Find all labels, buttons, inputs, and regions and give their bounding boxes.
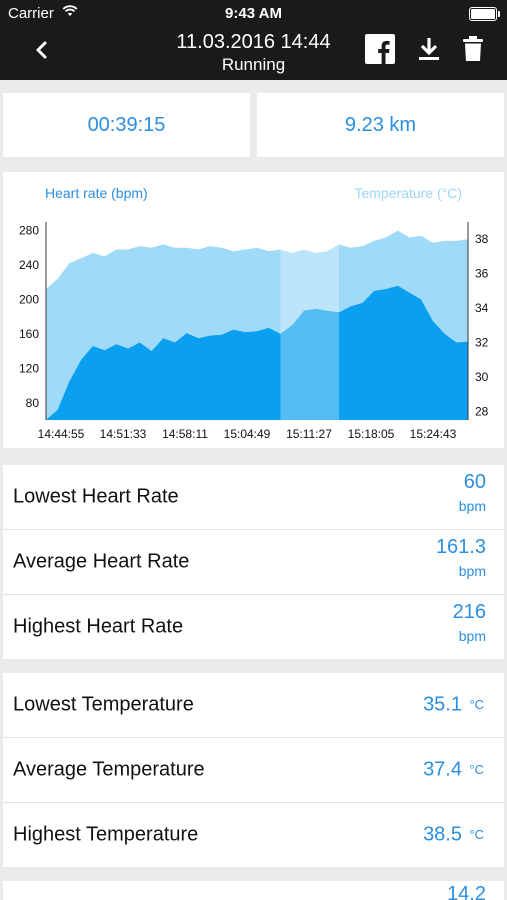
download-icon[interactable] bbox=[416, 36, 442, 62]
lowest-temperature-unit: °C bbox=[469, 697, 484, 712]
heart-rate-legend: Heart rate (bpm) bbox=[45, 185, 148, 201]
facebook-icon[interactable] bbox=[365, 34, 395, 64]
highest-temperature-label: Highest Temperature bbox=[13, 823, 199, 846]
carrier-label: Carrier bbox=[8, 5, 54, 22]
workout-date-title: 11.03.2016 14:44 bbox=[176, 31, 331, 53]
temperature-legend: Temperature (°C) bbox=[354, 185, 462, 201]
lowest-heart-rate-label: Lowest Heart Rate bbox=[13, 485, 179, 508]
average-heart-rate-unit: bpm bbox=[458, 563, 486, 579]
x-tick-label: 15:04:49 bbox=[224, 427, 271, 441]
nav-bar: 11.03.2016 14:44 Running bbox=[0, 28, 507, 80]
y-tick-right: 38 bbox=[475, 232, 489, 246]
heart-rate-area bbox=[46, 285, 468, 420]
y-tick-left: 160 bbox=[19, 327, 39, 341]
average-heart-rate-value: 161.3 bbox=[435, 536, 486, 558]
y-tick-left: 280 bbox=[19, 224, 39, 238]
chart-card: Heart rate (bpm) Temperature (°C) 80 120 1… bbox=[3, 172, 504, 448]
highest-heart-rate-label: Highest Heart Rate bbox=[13, 615, 184, 638]
lowest-heart-rate-value: 60 bbox=[463, 471, 486, 493]
partial-stats-group: 14.2 bbox=[3, 881, 504, 900]
average-temperature-label: Average Temperature bbox=[13, 758, 205, 781]
highest-temperature-row: Highest Temperature 38.5 °C bbox=[3, 803, 504, 867]
y-tick-right: 32 bbox=[475, 336, 489, 350]
y-tick-right: 34 bbox=[475, 301, 489, 315]
x-tick-label: 14:51:33 bbox=[100, 427, 147, 441]
workout-type-subtitle: Running bbox=[221, 55, 286, 74]
average-heart-rate-label: Average Heart Rate bbox=[13, 550, 190, 573]
average-temperature-unit: °C bbox=[469, 762, 484, 777]
lowest-heart-rate-unit: bpm bbox=[458, 498, 486, 514]
back-chevron-icon[interactable] bbox=[28, 36, 58, 66]
temperature-stats: Lowest Temperature 35.1 °C Average Tempe… bbox=[3, 673, 504, 867]
lowest-temperature-value: 35.1 bbox=[423, 693, 462, 716]
average-temperature-row: Average Temperature 37.4 °C bbox=[3, 738, 504, 803]
y-tick-left: 200 bbox=[19, 292, 39, 306]
duration-value: 00:39:15 bbox=[87, 114, 166, 136]
partial-value: 14.2 bbox=[447, 883, 486, 900]
average-heart-rate-row: Average Heart Rate 161.3 bpm bbox=[3, 530, 504, 595]
highest-temperature-unit: °C bbox=[469, 827, 484, 842]
x-tick-label: 15:11:27 bbox=[286, 427, 332, 441]
x-tick-label: 15:18:05 bbox=[348, 427, 395, 441]
y-tick-left: 80 bbox=[26, 396, 40, 410]
distance-value: 9.23 km bbox=[344, 114, 417, 136]
wifi-icon bbox=[62, 5, 78, 16]
x-tick-label: 14:58:11 bbox=[162, 427, 208, 441]
average-temperature-value: 37.4 bbox=[423, 758, 462, 781]
trash-icon[interactable] bbox=[462, 36, 484, 62]
highest-heart-rate-unit: bpm bbox=[458, 628, 486, 644]
y-tick-right: 30 bbox=[475, 370, 489, 384]
highest-heart-rate-row: Highest Heart Rate 216 bpm bbox=[3, 595, 504, 659]
heart-rate-stats: Lowest Heart Rate 60 bpm Average Heart R… bbox=[3, 465, 504, 659]
lowest-temperature-label: Lowest Temperature bbox=[13, 693, 194, 716]
status-bar: Carrier 9:43 AM bbox=[0, 0, 507, 28]
lowest-heart-rate-row: Lowest Heart Rate 60 bpm bbox=[3, 465, 504, 530]
x-tick-label: 15:24:43 bbox=[410, 427, 457, 441]
heart-rate-temperature-chart[interactable]: 80 120 160 200 240 280 28 30 32 34 36 38 14:44:55 14:… bbox=[3, 172, 504, 448]
y-tick-right: 28 bbox=[475, 404, 489, 418]
selection-band bbox=[280, 222, 340, 420]
clock: 9:43 AM bbox=[225, 5, 282, 22]
highest-temperature-value: 38.5 bbox=[423, 823, 462, 846]
y-tick-left: 240 bbox=[19, 258, 39, 272]
distance-card: 9.23 km bbox=[257, 93, 504, 157]
lowest-temperature-row: Lowest Temperature 35.1 °C bbox=[3, 673, 504, 738]
battery-icon bbox=[469, 7, 500, 21]
highest-heart-rate-value: 216 bbox=[452, 601, 486, 623]
x-tick-label: 14:44:55 bbox=[38, 427, 85, 441]
y-tick-left: 120 bbox=[19, 361, 39, 375]
duration-card: 00:39:15 bbox=[3, 93, 250, 157]
y-tick-right: 36 bbox=[475, 267, 489, 281]
